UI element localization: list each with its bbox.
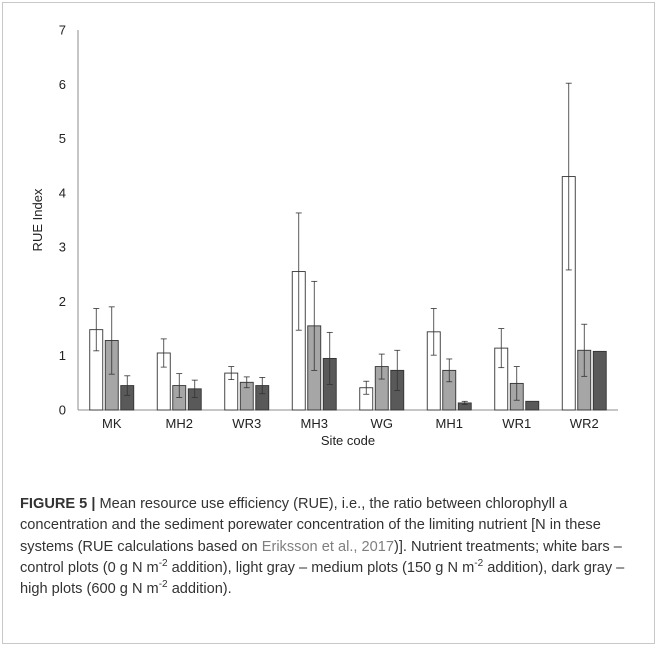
y-tick-label: 2	[59, 294, 66, 309]
x-tick-label: WR2	[570, 416, 599, 431]
bar-wr2-series-3	[592, 350, 607, 411]
x-tick-label: MH3	[301, 416, 328, 431]
caption-superscript-1: -2	[158, 558, 168, 570]
y-axis-label: RUE Index	[30, 188, 45, 251]
y-tick-label: 4	[59, 185, 66, 200]
figure-label: FIGURE 5 |	[20, 496, 96, 512]
y-tick-label: 0	[59, 403, 66, 418]
caption-text-5: addition).	[171, 581, 232, 598]
caption-superscript-2: -2	[474, 558, 484, 570]
bar-chart: 0 1 2 3 4 5 6 7 RUE Index MK MH2 WR3 MH3 WG MH1 WR1 WR2 S…	[30, 23, 618, 448]
y-tick-label: 5	[59, 131, 66, 146]
bar-wr1-series-3	[525, 400, 540, 411]
x-tick-label: MH1	[436, 416, 463, 431]
x-tick-label: MK	[102, 416, 122, 431]
caption-text-2: )]. Nutrient treatments; white bars – co…	[20, 538, 622, 576]
caption-text-1: Mean resource use efficiency (RUE), i.e.…	[20, 496, 601, 555]
caption-text-3: addition), light gray – medium plots (15…	[171, 559, 475, 576]
x-tick-label: WR1	[502, 416, 531, 431]
caption-superscript-3: -2	[158, 579, 168, 591]
caption-reference-link[interactable]: Eriksson et al., 2017	[261, 538, 394, 555]
x-tick-label: WR3	[232, 416, 261, 431]
y-tick-label: 3	[59, 240, 66, 255]
figure-caption: FIGURE 5 | Mean resource use efficiency …	[20, 494, 642, 600]
caption-text-4: addition), dark gray – high plots (600 g…	[20, 559, 625, 598]
x-axis-label: Site code	[321, 433, 375, 448]
x-tick-label: WG	[371, 416, 393, 431]
x-tick-label: MH2	[166, 416, 193, 431]
y-tick-label: 6	[59, 77, 66, 92]
y-tick-label: 7	[59, 23, 66, 38]
y-tick-label: 1	[59, 348, 66, 363]
